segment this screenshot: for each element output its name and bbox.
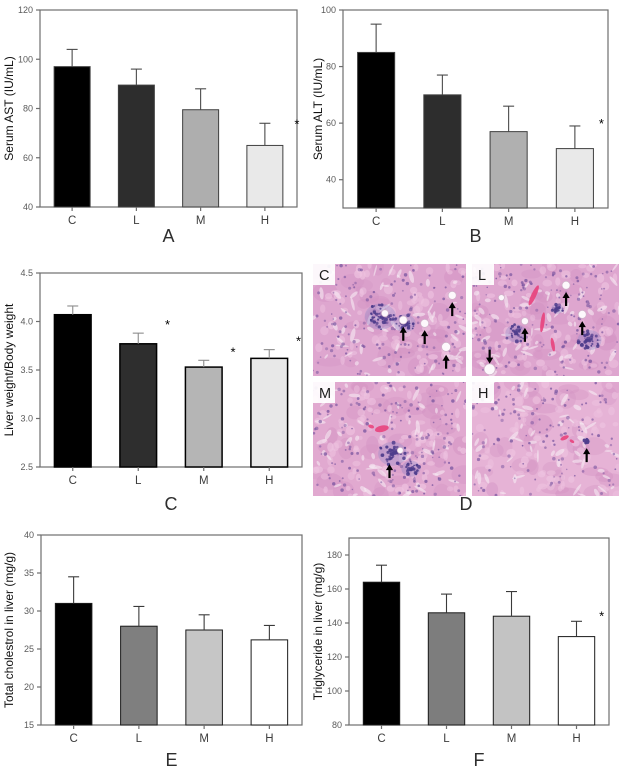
histology-label-l: L <box>478 268 486 284</box>
svg-text:M: M <box>199 475 209 487</box>
svg-text:M: M <box>199 733 209 745</box>
svg-text:Liver weight/Body weight: Liver weight/Body weight <box>2 303 16 436</box>
svg-text:4.5: 4.5 <box>20 268 33 278</box>
svg-text:120: 120 <box>18 5 33 15</box>
svg-text:60: 60 <box>326 118 336 128</box>
chart-triglyceride: 80 100 120 140 160 180 C L M * H Triglyceride in li… <box>310 520 619 775</box>
svg-text:L: L <box>135 475 142 487</box>
svg-text:20: 20 <box>24 682 34 692</box>
svg-text:2.5: 2.5 <box>20 462 33 472</box>
svg-text:M: M <box>507 733 517 745</box>
svg-text:15: 15 <box>24 720 34 730</box>
histology-label-m: M <box>319 386 331 402</box>
panel-e: 15 20 25 30 35 40 C L M H Total cholestrol in live… <box>0 520 310 775</box>
svg-text:80: 80 <box>326 62 336 72</box>
svg-text:H: H <box>572 733 580 745</box>
chart-total-cholesterol: 15 20 25 30 35 40 C L M H Total cholestrol in live… <box>0 520 310 775</box>
panel-d-letter: D <box>459 494 473 514</box>
svg-text:*: * <box>599 116 604 131</box>
svg-text:M: M <box>504 216 514 228</box>
svg-text:100: 100 <box>321 5 336 15</box>
svg-text:3.0: 3.0 <box>20 414 33 424</box>
panel-d: C L M H D <box>310 250 619 520</box>
panel-a-letter: A <box>162 226 175 246</box>
svg-text:100: 100 <box>327 686 342 696</box>
panel-c-letter: C <box>164 494 178 514</box>
chart-liver-body-weight: 2.5 3.0 3.5 4.0 4.5 C * L * M * H Liver weight/Body … <box>0 250 310 520</box>
svg-text:80: 80 <box>23 104 33 114</box>
svg-text:L: L <box>439 216 446 228</box>
svg-text:80: 80 <box>332 720 342 730</box>
svg-text:60: 60 <box>23 153 33 163</box>
panel-f: 80 100 120 140 160 180 C L M * H Triglyceride in li… <box>310 520 619 775</box>
histology-label-h: H <box>478 386 488 402</box>
panel-b-letter: B <box>469 226 482 246</box>
svg-text:3.5: 3.5 <box>20 365 33 375</box>
panel-b: 40 60 80 100 C L M * H Serum ALT (IU/mL) B <box>310 0 619 250</box>
svg-text:40: 40 <box>326 175 336 185</box>
chart-serum-ast: 40 60 80 100 120 C L M * H Serum AST (IU/mL) <box>0 0 310 250</box>
panel-a: 40 60 80 100 120 C L M * H Serum AST (IU/mL) A <box>0 0 310 250</box>
svg-text:*: * <box>296 334 301 349</box>
svg-text:160: 160 <box>327 584 342 594</box>
svg-text:25: 25 <box>24 644 34 654</box>
panel-e-letter: E <box>165 750 178 770</box>
svg-text:C: C <box>69 475 77 487</box>
svg-text:100: 100 <box>18 54 33 64</box>
svg-text:L: L <box>136 733 143 745</box>
svg-text:30: 30 <box>24 606 34 616</box>
svg-text:Triglyceride in liver (mg/g): Triglyceride in liver (mg/g) <box>311 563 325 701</box>
svg-text:*: * <box>165 317 170 332</box>
svg-text:Serum AST (IU/mL): Serum AST (IU/mL) <box>2 56 16 160</box>
svg-text:40: 40 <box>23 202 33 212</box>
svg-text:H: H <box>265 733 273 745</box>
histology-label-c: C <box>319 268 329 284</box>
svg-text:Serum ALT (IU/mL): Serum ALT (IU/mL) <box>311 58 325 160</box>
svg-text:140: 140 <box>327 618 342 628</box>
svg-text:C: C <box>68 215 76 227</box>
svg-text:180: 180 <box>327 550 342 560</box>
svg-text:C: C <box>377 733 385 745</box>
svg-text:L: L <box>133 215 140 227</box>
histology-image-h: H <box>472 382 619 496</box>
svg-text:H: H <box>265 475 273 487</box>
svg-text:M: M <box>196 215 206 227</box>
panel-c: 2.5 3.0 3.5 4.0 4.5 C * L * M * H Liver weight/Body … <box>0 250 310 520</box>
svg-text:H: H <box>261 215 269 227</box>
histology-image-c: C <box>313 264 466 376</box>
panel-f-letter: F <box>473 750 485 770</box>
svg-text:*: * <box>231 344 236 359</box>
chart-serum-alt: 40 60 80 100 C L M * H Serum ALT (IU/mL) <box>310 0 619 250</box>
svg-text:H: H <box>571 216 579 228</box>
histology-image-l: L <box>472 264 619 376</box>
svg-text:*: * <box>599 608 604 623</box>
svg-text:Total cholestrol in liver (mg/: Total cholestrol in liver (mg/g) <box>2 552 16 708</box>
svg-text:C: C <box>69 733 77 745</box>
svg-text:120: 120 <box>327 652 342 662</box>
svg-text:L: L <box>443 733 450 745</box>
svg-text:40: 40 <box>24 530 34 540</box>
svg-text:4.0: 4.0 <box>20 317 33 327</box>
svg-text:*: * <box>294 116 299 131</box>
svg-text:35: 35 <box>24 568 34 578</box>
histology-image-m: M <box>313 382 466 496</box>
svg-text:C: C <box>372 216 380 228</box>
